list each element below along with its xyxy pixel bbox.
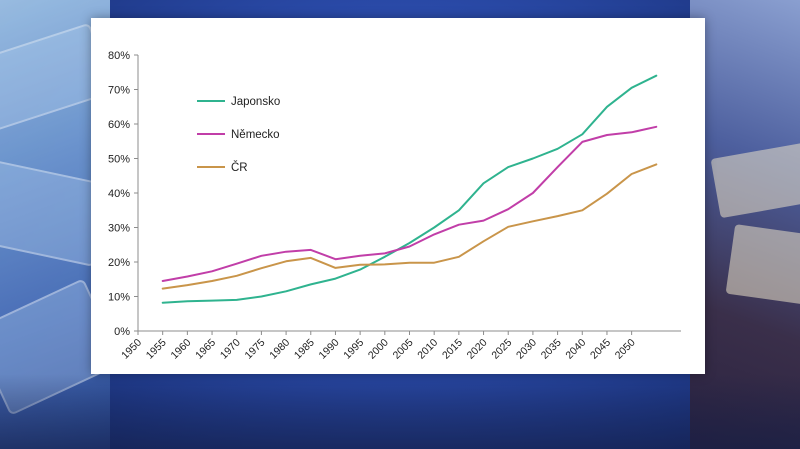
y-tick-label: 50%	[108, 154, 130, 166]
legend-label: Německo	[231, 129, 280, 141]
series-line	[161, 74, 658, 304]
x-tick-label: 2030	[514, 337, 539, 362]
x-tick-label: 2035	[539, 337, 564, 362]
x-tick-label: 1950	[119, 337, 144, 362]
x-tick-label: 1965	[193, 337, 218, 362]
x-tick-label: 1990	[317, 337, 342, 362]
x-tick-label: 1970	[218, 337, 243, 362]
x-tick-label: 2025	[489, 337, 514, 362]
y-tick-label: 10%	[108, 292, 130, 304]
y-tick-label: 40%	[108, 188, 130, 200]
x-tick-label: 1955	[144, 337, 169, 362]
x-tick-label: 1985	[292, 337, 317, 362]
y-tick-label: 20%	[108, 257, 130, 269]
x-tick-label: 2050	[613, 337, 638, 362]
banknote-shape	[725, 224, 800, 306]
y-tick-label: 60%	[108, 119, 130, 131]
x-tick-label: 1975	[243, 337, 268, 362]
chart-card: 0% 10% 20% 30% 40% 50% 60% 70% 80% 1950 1955 1960 1…	[91, 18, 705, 374]
x-tick-label: 2020	[465, 337, 490, 362]
x-tick-label: 1960	[168, 337, 193, 362]
line-chart: 0%10%20%30%40%50%60%70%80% 1950 1955 1960 1…	[108, 50, 681, 362]
x-tick-label: 2010	[415, 337, 440, 362]
y-tick-label: 0%	[114, 326, 130, 338]
x-axis-ticks: 1950 1955 1960 1965 1970 1975 1980 1985 1990 1995…	[119, 331, 638, 362]
y-tick-label: 70%	[108, 85, 130, 97]
banknote-shape	[710, 141, 800, 219]
y-tick-label: 80%	[108, 50, 130, 62]
series-line	[161, 125, 658, 282]
series-line	[161, 163, 658, 290]
legend-label: ČR	[231, 161, 248, 174]
legend-label: Japonsko	[231, 96, 280, 108]
chart-legend: Japonsko Německo ČR	[197, 96, 280, 174]
x-tick-label: 2040	[563, 337, 588, 362]
series-lines	[161, 74, 658, 304]
x-tick-label: 1995	[341, 337, 366, 362]
y-tick-label: 30%	[108, 223, 130, 235]
x-tick-label: 2015	[440, 337, 465, 362]
x-tick-label: 2005	[391, 337, 416, 362]
x-tick-label: 2045	[588, 337, 613, 362]
background-bottom-shade	[0, 374, 800, 449]
x-tick-label: 1980	[267, 337, 292, 362]
chart-axes	[137, 55, 681, 332]
x-tick-label: 2000	[366, 337, 391, 362]
y-axis-ticks: 0% 10% 20% 30% 40% 50% 60% 70% 80%	[108, 50, 138, 338]
